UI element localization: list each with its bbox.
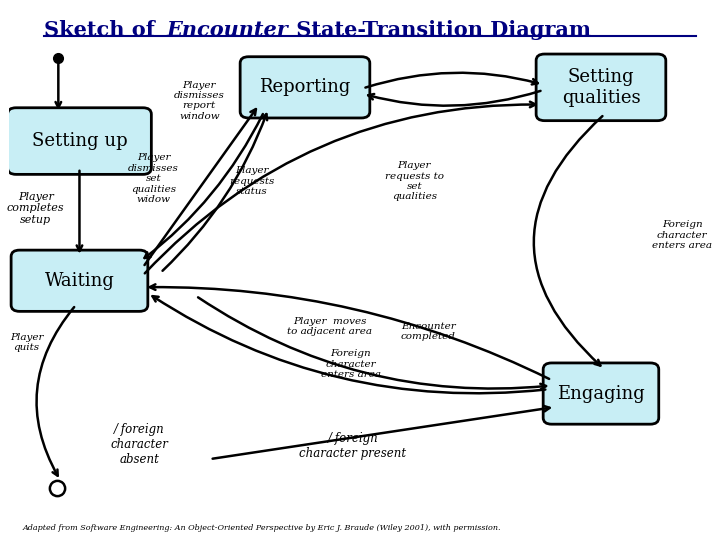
Text: Player  moves
to adjacent area: Player moves to adjacent area <box>287 316 372 336</box>
Text: Player
quits: Player quits <box>10 333 43 352</box>
Text: Player
requests
status: Player requests status <box>230 166 275 196</box>
Text: Sketch of: Sketch of <box>44 20 162 40</box>
Text: Foreign
character
enters area: Foreign character enters area <box>321 349 381 379</box>
FancyBboxPatch shape <box>11 250 148 312</box>
Text: Reporting: Reporting <box>259 78 351 96</box>
Text: / foreign
character present: / foreign character present <box>300 432 407 460</box>
Text: Engaging: Engaging <box>557 384 645 402</box>
FancyBboxPatch shape <box>240 57 370 118</box>
Text: Adapted from Software Engineering: An Object-Oriented Perspective by Eric J. Bra: Adapted from Software Engineering: An Ob… <box>23 524 502 532</box>
FancyBboxPatch shape <box>536 54 666 120</box>
Text: Player
dismisses
report
window: Player dismisses report window <box>174 80 225 121</box>
Text: Setting up: Setting up <box>32 132 127 150</box>
Text: Setting
qualities: Setting qualities <box>562 68 640 107</box>
Text: State-Transition Diagram: State-Transition Diagram <box>289 20 591 40</box>
Text: Encounter
completed: Encounter completed <box>401 322 456 341</box>
Text: Player
requests to
set
qualities: Player requests to set qualities <box>384 161 444 201</box>
FancyBboxPatch shape <box>8 108 151 174</box>
FancyBboxPatch shape <box>543 363 659 424</box>
Text: Player
dismisses
set
qualities
widow: Player dismisses set qualities widow <box>128 153 179 204</box>
Text: / foreign
character
absent: / foreign character absent <box>110 423 168 466</box>
Text: Foreign
character
enters area: Foreign character enters area <box>652 220 712 250</box>
Text: Player
completes
setup: Player completes setup <box>7 192 65 225</box>
Text: Encounter: Encounter <box>166 20 288 40</box>
Text: Waiting: Waiting <box>45 272 114 290</box>
